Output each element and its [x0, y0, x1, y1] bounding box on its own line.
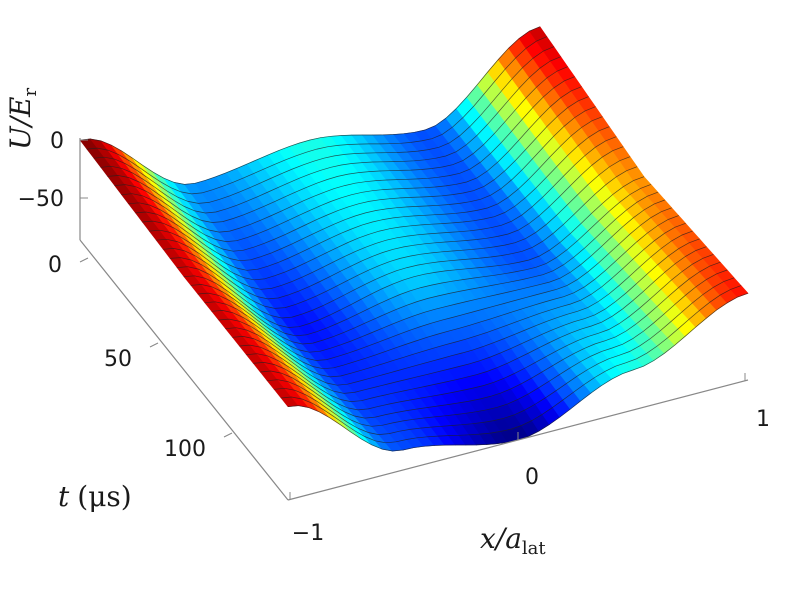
mesh-line — [232, 230, 693, 386]
z-tick-0: 0 — [50, 129, 64, 154]
mesh-line — [281, 285, 742, 444]
mesh-line — [204, 199, 665, 353]
t-axis-label: t (μs) — [58, 480, 132, 513]
mesh-line — [79, 26, 541, 185]
t-tick-50: 50 — [104, 347, 132, 372]
mesh-line — [260, 261, 721, 419]
x-tick-neg1: −1 — [292, 521, 324, 546]
t-tick-100: 100 — [164, 437, 206, 462]
z-axis-label: U/Er — [4, 88, 41, 150]
svg-text:U/Er: U/Er — [4, 88, 41, 150]
mesh-line — [114, 76, 575, 233]
x-tick-1: 1 — [756, 407, 770, 432]
mesh-line — [197, 191, 659, 345]
x-axis-label: x/alat — [480, 522, 546, 559]
mesh-line — [253, 254, 714, 411]
mesh-line — [177, 166, 638, 319]
surface-mesh — [79, 26, 749, 452]
mesh-line — [93, 46, 555, 204]
mesh-line — [246, 246, 707, 402]
mesh-line — [156, 136, 617, 290]
t-tick-100-mark — [223, 432, 233, 438]
mesh-line — [170, 156, 631, 309]
t-tick-0: 0 — [48, 253, 62, 278]
mesh-line — [149, 126, 610, 281]
mesh-line — [225, 222, 686, 378]
mesh-line — [190, 184, 652, 337]
z-tick-neg50: −50 — [18, 187, 64, 212]
mesh-line — [121, 86, 582, 242]
mesh-line — [86, 36, 548, 195]
axes-box — [79, 138, 749, 501]
mesh-line — [100, 56, 561, 214]
mesh-line — [142, 116, 603, 271]
t-tick-0-mark — [79, 257, 89, 263]
mesh-line — [218, 215, 679, 370]
mesh-line — [274, 277, 735, 435]
x-tick-0: 0 — [525, 465, 539, 490]
mesh-line — [211, 207, 672, 361]
t-axis-line — [79, 239, 289, 501]
mesh-line — [239, 238, 700, 394]
t-tick-50-mark — [149, 342, 159, 348]
mesh-line — [267, 269, 728, 427]
mesh-line — [107, 66, 568, 223]
mesh-line — [128, 96, 589, 252]
mesh-line — [135, 106, 596, 262]
mesh-line — [183, 176, 645, 328]
mesh-line — [163, 146, 624, 300]
